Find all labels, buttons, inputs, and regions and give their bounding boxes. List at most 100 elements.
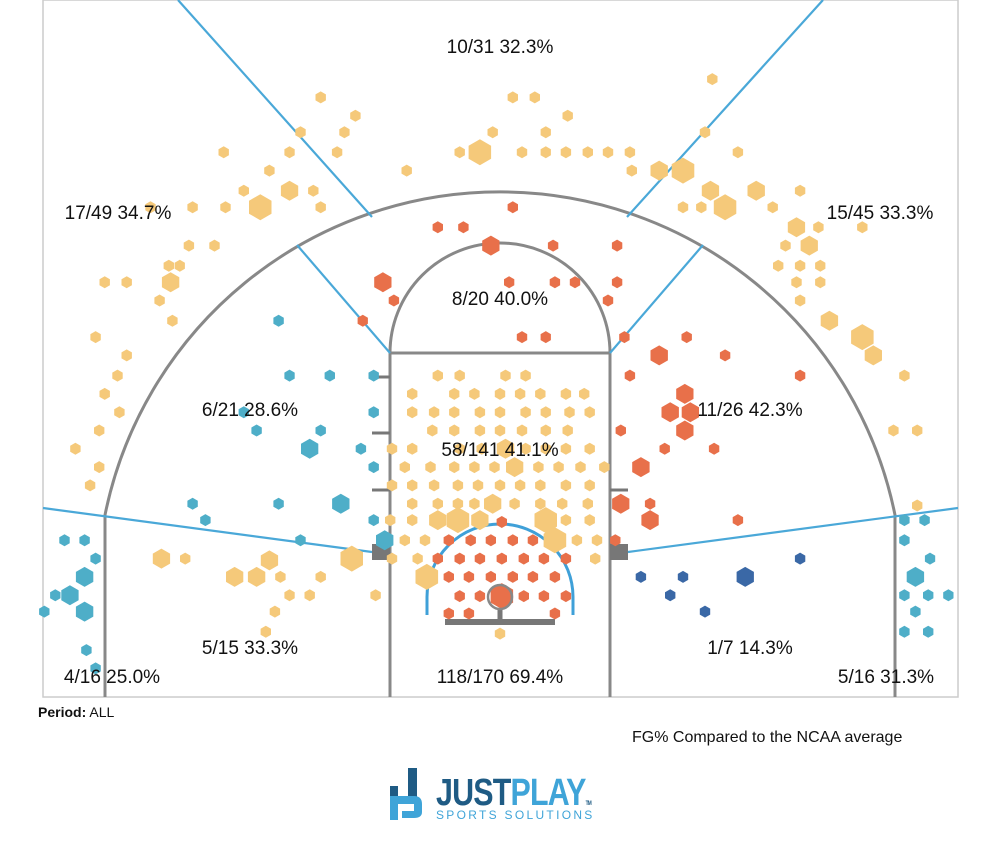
hex-warm: [90, 331, 101, 344]
lane-marks: [372, 375, 628, 492]
hex-warm: [469, 387, 480, 400]
logo-tagline: SPORTS SOLUTIONS: [436, 808, 595, 822]
hex-warm: [401, 164, 412, 177]
hex-hot: [496, 516, 507, 528]
hex-hot: [610, 534, 621, 547]
hex-hot: [615, 424, 626, 437]
hex-warm: [174, 259, 185, 272]
hex-warm: [696, 201, 707, 214]
hex-warm: [275, 570, 286, 583]
hex-hot: [443, 570, 454, 583]
hex-warm: [427, 424, 438, 437]
hex-cool: [59, 534, 70, 547]
hex-hot: [490, 583, 514, 610]
hex-cool: [923, 625, 934, 638]
hex-hot: [569, 276, 581, 289]
hex-hot: [507, 201, 518, 214]
hex-warm: [815, 259, 826, 272]
hex-hot: [619, 331, 630, 344]
hex-warm: [494, 627, 506, 640]
hex-warm: [494, 387, 506, 400]
hex-warm: [713, 194, 737, 221]
hex-warm: [284, 146, 295, 159]
three-point-line: [103, 190, 897, 697]
hex-warm: [496, 438, 515, 459]
hex-hot: [549, 570, 561, 583]
hex-warm: [820, 310, 839, 331]
hex-hot: [659, 442, 670, 455]
hex-warm: [469, 497, 480, 510]
hex-hot: [560, 552, 572, 565]
hex-warm: [912, 424, 923, 437]
hex-warm: [407, 442, 418, 455]
hex-warm: [476, 442, 487, 455]
hex-warm: [489, 461, 500, 474]
hex-hot: [719, 349, 731, 362]
hex-warm: [114, 406, 125, 419]
hex-hot: [482, 235, 500, 256]
hex-hot: [624, 369, 636, 382]
hex-hot: [641, 510, 659, 531]
hex-warm: [794, 294, 806, 307]
hex-warm: [560, 442, 572, 455]
hex-warm: [516, 146, 528, 159]
hex-cool: [90, 662, 101, 675]
hex-cold: [699, 605, 711, 618]
hex-hot: [602, 294, 614, 307]
hex-warm: [315, 201, 326, 214]
hex-warm: [331, 146, 343, 159]
hex-warm: [284, 589, 295, 602]
hex-cool: [368, 369, 379, 382]
hex-warm: [407, 514, 418, 527]
hex-warm: [599, 461, 610, 474]
hex-hot: [611, 276, 623, 289]
hex-warm: [386, 552, 398, 565]
logo-word-just: JUST: [436, 772, 511, 814]
hex-warm: [446, 507, 470, 534]
hex-hot: [661, 402, 679, 423]
hex-warm: [94, 461, 105, 474]
hex-hot: [463, 570, 475, 583]
hex-warm: [851, 324, 874, 351]
hex-warm: [582, 497, 593, 510]
hex-warm: [452, 479, 464, 492]
hex-warm: [707, 73, 718, 86]
hex-cold: [665, 589, 676, 602]
hex-cool: [200, 514, 211, 527]
zone-label-paint: 58/141 41.1%: [441, 440, 558, 461]
zone-label-right-corner-three: 5/16 31.3%: [838, 667, 934, 688]
hex-warm: [899, 369, 910, 382]
hex-hot: [474, 590, 486, 603]
hex-cool: [61, 585, 79, 606]
hex-warm: [386, 442, 398, 455]
hex-hot: [549, 276, 561, 289]
hex-warm: [584, 442, 595, 455]
hex-warm: [428, 479, 440, 492]
hex-warm: [780, 239, 791, 252]
hex-warm: [99, 387, 110, 400]
justplay-logo: JUSTPLAYTM SPORTS SOLUTIONS: [388, 768, 618, 824]
hex-cool: [943, 589, 954, 602]
hex-warm: [529, 91, 540, 104]
hex-hot: [357, 314, 368, 327]
hex-cold: [794, 552, 806, 565]
hex-warm: [350, 109, 361, 122]
hex-warm: [560, 479, 572, 492]
zone-label-top-three: 10/31 32.3%: [447, 37, 554, 58]
hex-warm: [591, 534, 603, 547]
hex-cool: [919, 514, 930, 527]
hex-warm: [857, 221, 868, 234]
hex-hot: [538, 590, 550, 603]
hex-cool: [368, 461, 379, 474]
shot-chart: 10/31 32.3% 17/49 34.7% 15/45 33.3% 8/20…: [39, 0, 959, 698]
hex-warm: [494, 479, 506, 492]
hex-hot: [644, 497, 656, 510]
hex-warm: [407, 497, 418, 510]
hex-warm: [487, 126, 498, 139]
hex-warm: [516, 424, 528, 437]
period-filter: Period: ALL: [38, 704, 114, 720]
hex-warm: [370, 589, 381, 602]
hex-warm: [732, 146, 744, 159]
hex-cool: [187, 497, 198, 510]
hex-warm: [304, 589, 315, 602]
